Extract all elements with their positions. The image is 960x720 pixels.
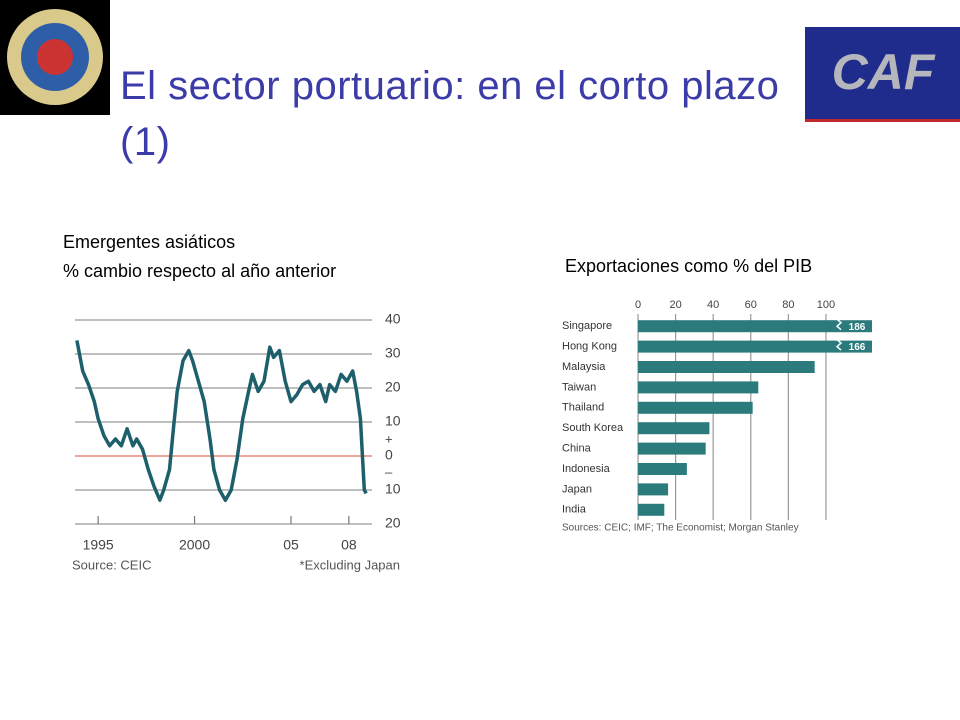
x-tick-label: 20 <box>669 299 681 311</box>
oas-emblem-center <box>37 39 73 75</box>
category-label: South Korea <box>562 422 624 434</box>
x-tick-label: 80 <box>782 299 794 311</box>
annotation: – <box>385 464 393 479</box>
category-label: Taiwan <box>562 381 596 393</box>
category-label: India <box>562 504 587 516</box>
chart-subtitle: % cambio respecto al año anterior <box>63 261 336 281</box>
chart-title: Emergentes asiáticos <box>63 232 235 252</box>
source-note: Source: CEIC <box>72 557 151 572</box>
bar <box>638 381 759 394</box>
x-tick-label: 05 <box>283 537 299 553</box>
y-tick-label: 40 <box>385 311 401 327</box>
footnote: *Excluding Japan <box>300 557 400 572</box>
bar <box>638 320 872 333</box>
x-tick-label: 40 <box>707 299 719 311</box>
bar <box>638 422 710 435</box>
bar <box>638 463 687 475</box>
value-label: 166 <box>849 342 866 353</box>
x-tick-label: 60 <box>745 299 757 311</box>
bar <box>638 503 665 516</box>
category-label: China <box>562 443 592 455</box>
y-tick-label: 10 <box>385 481 401 497</box>
y-tick-label: 20 <box>385 515 401 531</box>
y-tick-label: 10 <box>385 413 401 429</box>
bar <box>638 340 872 353</box>
x-tick-label: 1995 <box>83 537 114 553</box>
bar-chart: Exportaciones como % del PIB 0 20 40 60 80 100… <box>562 256 872 534</box>
annotation: + <box>385 431 393 446</box>
x-tick-label: 0 <box>635 299 641 311</box>
chart-title: Exportaciones como % del PIB <box>565 256 812 276</box>
caf-logo-stripe <box>805 119 960 122</box>
y-tick-label: 0 <box>385 447 393 463</box>
x-tick-label: 2000 <box>179 537 210 553</box>
source-note: Sources: CEIC; IMF; The Economist; Morga… <box>562 523 799 534</box>
value-label: 186 <box>849 322 866 333</box>
category-label: Hong Kong <box>562 341 617 353</box>
bar <box>638 361 815 373</box>
line-chart: Emergentes asiáticos % cambio respecto al… <box>63 232 401 573</box>
bar <box>638 442 706 455</box>
x-tick-label: 100 <box>817 299 835 311</box>
axis-break <box>835 318 843 331</box>
slide-title: El sector portuario: en el corto plazo (… <box>120 64 780 164</box>
bar <box>638 401 753 414</box>
caf-logo-text: CAF <box>832 44 936 100</box>
data-line <box>75 340 368 502</box>
y-tick-label: 20 <box>385 379 401 395</box>
bar <box>638 483 669 496</box>
caf-logo <box>805 27 960 122</box>
category-label: Singapore <box>562 320 612 332</box>
category-label: Indonesia <box>562 463 611 475</box>
x-tick-label: 08 <box>341 537 357 553</box>
y-tick-label: 30 <box>385 345 401 361</box>
category-label: Japan <box>562 483 592 495</box>
category-label: Malaysia <box>562 361 606 373</box>
category-label: Thailand <box>562 402 604 414</box>
axis-break <box>835 339 843 351</box>
